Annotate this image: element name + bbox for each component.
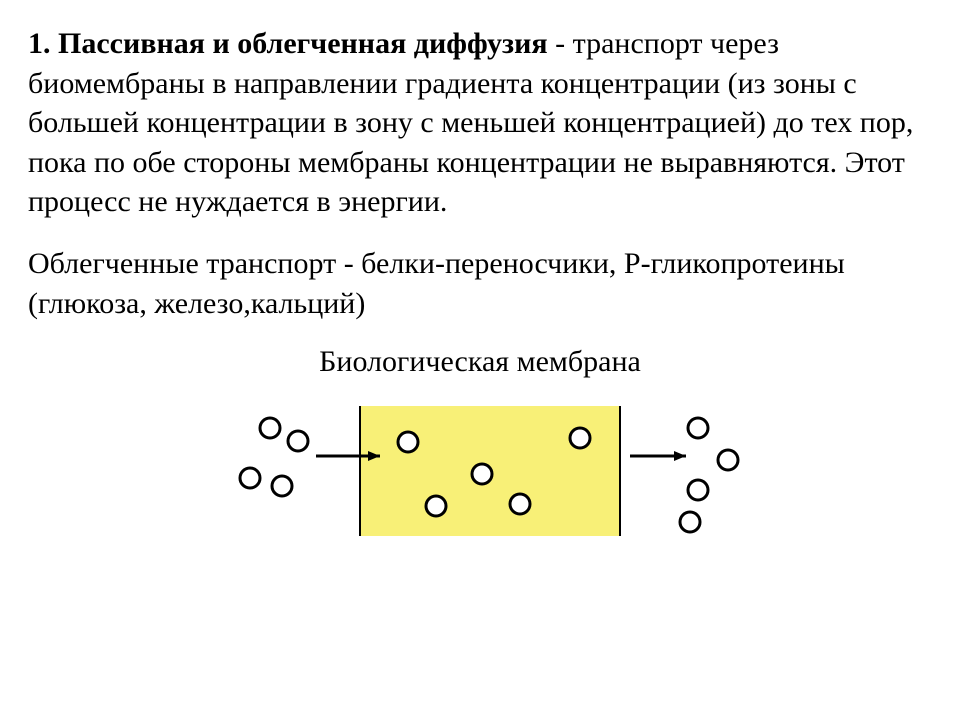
- paragraph-1: 1. Пассивная и облегченная диффузия - тр…: [28, 24, 932, 222]
- diagram: Биологическая мембрана: [28, 345, 932, 556]
- slide: 1. Пассивная и облегченная диффузия - тр…: [0, 0, 960, 720]
- paragraph-1-bold: 1. Пассивная и облегченная диффузия: [28, 27, 548, 60]
- diagram-title: Биологическая мембрана: [28, 345, 932, 378]
- paragraph-2: Облегченные транспорт - белки-переносчик…: [28, 244, 932, 323]
- membrane-diagram-svg: [200, 386, 760, 556]
